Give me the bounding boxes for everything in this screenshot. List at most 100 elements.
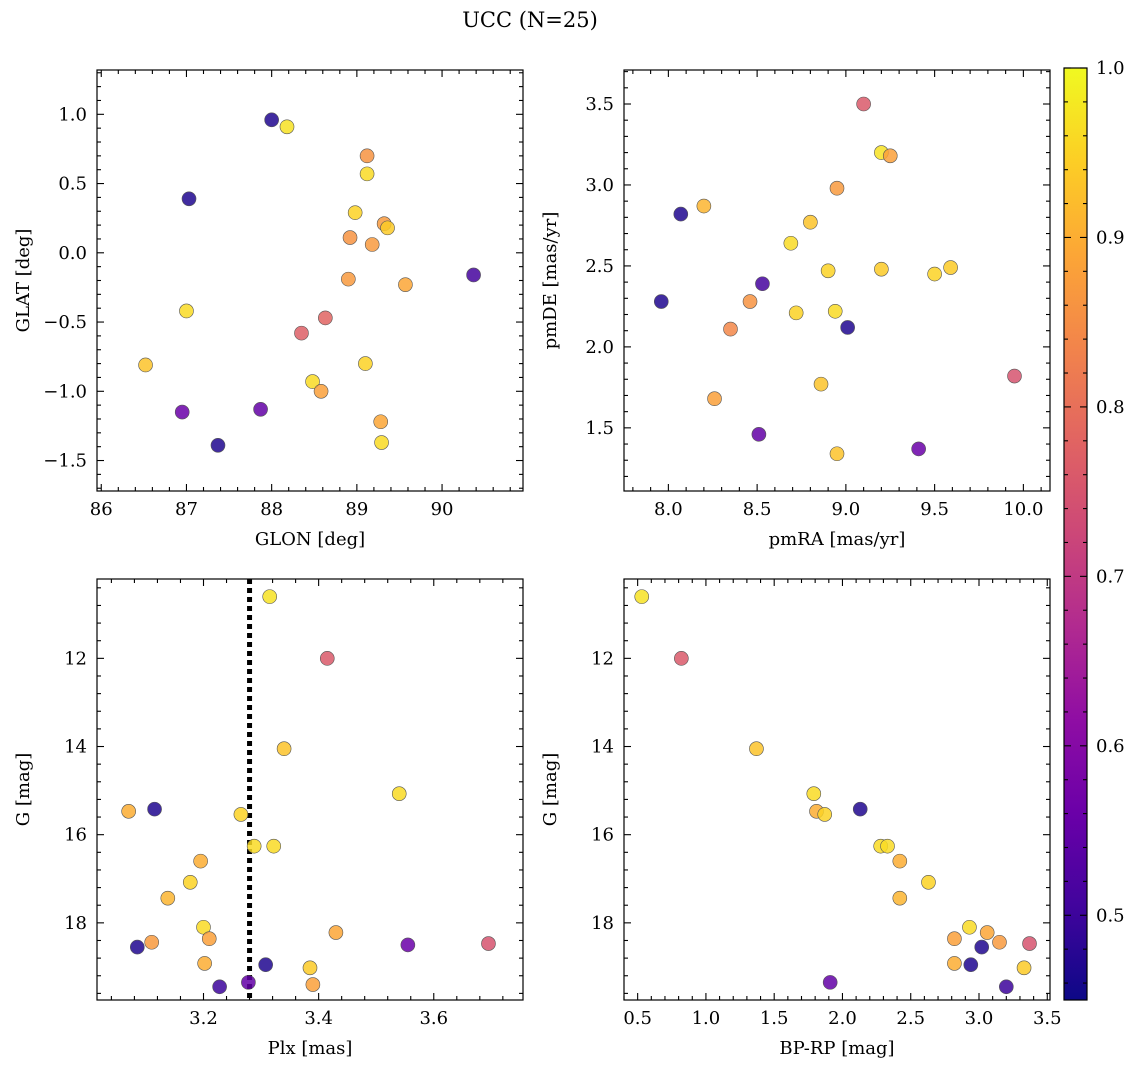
scatter-point: [742, 294, 758, 309]
scatter-point: [840, 320, 855, 335]
subplot-2: 8.0 8.5 9.0 9.5 10.0 1.5 2.0 2.5 3.0 3.5 pmRA [mas…: [540, 69, 1051, 550]
scatter-point: [963, 957, 979, 973]
scatter-point: [305, 977, 321, 992]
scatter-point: [892, 890, 908, 906]
x-tick-label: 3.6: [419, 1008, 448, 1029]
scatter-point: [813, 376, 829, 392]
y-axis-label: GLAT [deg]: [13, 229, 34, 333]
scatter-point: [147, 801, 162, 817]
x-tick-label: 89: [345, 499, 368, 520]
scatter-point: [318, 310, 333, 326]
colorbar-tick-label: 0.9: [1096, 227, 1125, 248]
x-tick-label: 90: [431, 499, 454, 520]
plot-area: [653, 96, 1022, 462]
subplot-3: 3.2 3.4 3.6 12 14 16 18 Plx [mas] G [mag]: [13, 578, 524, 1059]
scatter-point: [391, 786, 407, 801]
scatter-point: [246, 838, 262, 854]
y-tick-label: 1.5: [585, 418, 614, 439]
scatter-point: [755, 276, 770, 292]
scatter-point: [674, 651, 689, 666]
x-axis-label: Plx [mas]: [268, 1038, 353, 1059]
y-axis-label: G [mag]: [540, 753, 561, 826]
axes-frame: [623, 69, 1051, 492]
x-tick-label: 1.0: [692, 1008, 721, 1029]
scatter-point: [820, 263, 836, 279]
x-tick-label: 86: [90, 499, 113, 520]
scatter-point: [253, 401, 268, 417]
scatter-point: [179, 303, 194, 319]
x-tick-label: 3.0: [965, 1008, 994, 1029]
scatter-point: [241, 975, 256, 990]
scatter-point: [481, 936, 496, 951]
scatter-point: [696, 198, 712, 214]
y-tick-label: −1.5: [43, 451, 87, 472]
scatter-point: [827, 303, 843, 319]
scatter-point: [373, 414, 389, 430]
scatter-point: [197, 956, 212, 971]
scatter-point: [822, 975, 838, 990]
y-tick-label: 1.0: [58, 104, 87, 125]
scatter-point: [210, 437, 226, 453]
y-tick-label: 14: [64, 737, 87, 758]
x-tick-label: 8.5: [743, 499, 772, 520]
scatter-point: [328, 925, 344, 940]
scatter-point: [829, 446, 845, 462]
axes-frame: [623, 578, 1051, 1001]
x-axis-label: GLON [deg]: [255, 529, 365, 550]
x-tick-label: 3.4: [304, 1008, 333, 1029]
scatter-point: [341, 271, 356, 287]
x-axis-label: BP-RP [mag]: [779, 1038, 894, 1059]
x-tick-label: 10.0: [1003, 499, 1043, 520]
y-tick-label: −0.5: [43, 312, 87, 333]
scatter-point: [380, 220, 395, 236]
scatter-point: [466, 267, 481, 283]
scatter-point: [749, 741, 764, 757]
scatter-point: [264, 112, 279, 128]
colorbar-frame: [1063, 67, 1088, 1001]
y-tick-label: 18: [591, 913, 614, 934]
scatter-point: [979, 925, 995, 940]
scatter-point: [634, 589, 650, 604]
y-tick-label: 12: [64, 648, 87, 669]
scatter-point: [947, 931, 962, 947]
scatter-point: [911, 441, 926, 457]
scatter-point: [374, 435, 389, 450]
y-axis-label: pmDE [mas/yr]: [540, 212, 561, 350]
scatter-point: [359, 148, 375, 164]
plot-area: [121, 579, 496, 1000]
colorbar-tick-label: 0.6: [1096, 736, 1125, 757]
subplot-4: 0.5 1.0 1.5 2.0 2.5 3.0 3.5 12 14 16 18 BP-RP [mag]…: [540, 578, 1062, 1059]
x-tick-label: 2.0: [828, 1008, 857, 1029]
scatter-point: [342, 230, 358, 245]
axes-frame: [96, 578, 524, 1001]
scatter-point: [138, 357, 153, 373]
scatter-point: [233, 807, 249, 822]
x-tick-label: 0.5: [623, 1008, 652, 1029]
x-tick-label: 3.5: [1033, 1008, 1062, 1029]
scatter-point: [358, 356, 373, 371]
scatter-point: [364, 237, 380, 252]
scatter-point: [892, 853, 908, 869]
plot-area: [138, 112, 481, 453]
scatter-point: [962, 919, 977, 935]
scatter-point: [129, 939, 145, 955]
scatter-point: [266, 838, 282, 854]
scatter-point: [829, 180, 845, 196]
scatter-point: [302, 960, 318, 976]
scatter-point: [927, 266, 942, 282]
scatter-point: [673, 206, 689, 222]
x-tick-label: 2.5: [896, 1008, 925, 1029]
scatter-point: [1022, 936, 1037, 951]
scatter-point: [874, 261, 889, 277]
x-tick-label: 87: [175, 499, 198, 520]
scatter-point: [212, 979, 227, 995]
y-tick-label: 14: [591, 737, 614, 758]
scatter-point: [400, 937, 416, 953]
scatter-point: [880, 838, 895, 854]
scatter-point: [974, 939, 990, 955]
scatter-point: [653, 294, 669, 309]
scatter-point: [852, 801, 868, 817]
y-tick-label: 16: [64, 825, 87, 846]
scatter-point: [174, 404, 190, 420]
scatter-point: [992, 934, 1007, 950]
